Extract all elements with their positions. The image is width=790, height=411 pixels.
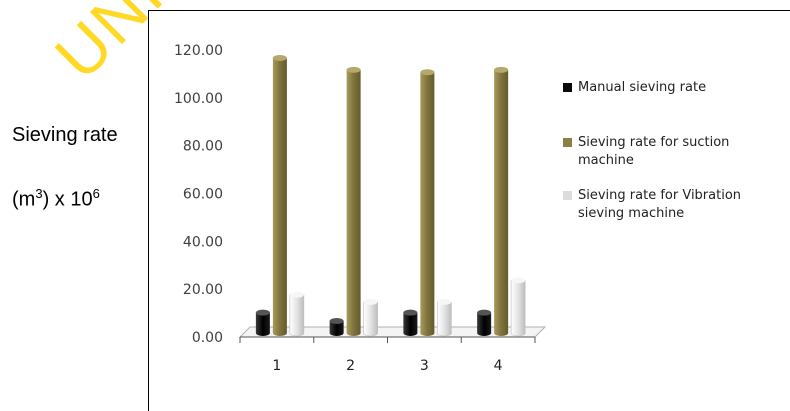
bar-chart: 0.00 20.00 40.00 60.00 80.00 100.00 120.00 1 2 3 4… xyxy=(174,43,741,374)
bar xyxy=(494,69,509,337)
bar-top xyxy=(494,66,509,73)
bar xyxy=(363,301,378,337)
legend-swatch xyxy=(563,83,572,92)
bar xyxy=(272,57,287,336)
y-axis-label-line1: Sieving rate xyxy=(12,124,118,146)
bar-top xyxy=(511,277,526,284)
bar-top xyxy=(437,298,452,305)
y-tick-label: 120.00 xyxy=(174,43,223,59)
y-tick-label: 100.00 xyxy=(174,91,223,107)
x-tick-label: 1 xyxy=(272,358,281,374)
x-tick-label: 4 xyxy=(494,358,503,374)
y-tick-label: 0.00 xyxy=(192,330,223,346)
y-tick-label: 40.00 xyxy=(183,234,223,250)
legend-swatch xyxy=(563,191,572,200)
legend-label: Manual sieving rate xyxy=(578,80,706,95)
bar-top xyxy=(272,54,287,61)
bar xyxy=(477,312,492,336)
bar xyxy=(329,321,344,336)
bar xyxy=(437,301,452,337)
y-tick-label: 60.00 xyxy=(183,187,223,203)
bar xyxy=(346,69,361,337)
y-tick-label: 20.00 xyxy=(183,282,223,298)
bar-top xyxy=(255,309,270,316)
bar xyxy=(289,294,305,337)
legend-label: Sieving rate for suction machine xyxy=(578,135,729,168)
y-tick-label: 80.00 xyxy=(183,139,223,155)
bar-top xyxy=(289,291,304,298)
bar-top xyxy=(420,69,435,76)
bar-top xyxy=(477,309,492,316)
bar-top xyxy=(346,66,361,73)
bar-top xyxy=(363,298,378,305)
bar xyxy=(420,72,435,336)
bar xyxy=(510,280,526,337)
legend-label: Sieving rate for Vibration sieving machin… xyxy=(578,188,741,221)
bar xyxy=(403,312,418,336)
bar-top xyxy=(329,318,344,325)
bar xyxy=(255,312,270,336)
x-tick-label: 2 xyxy=(346,358,355,374)
y-axis-label-line2: (m3) x 106 xyxy=(12,186,100,211)
legend-swatch xyxy=(563,138,572,147)
chart-frame xyxy=(148,10,790,411)
x-tick-label: 3 xyxy=(420,358,429,374)
bar-top xyxy=(403,309,418,316)
